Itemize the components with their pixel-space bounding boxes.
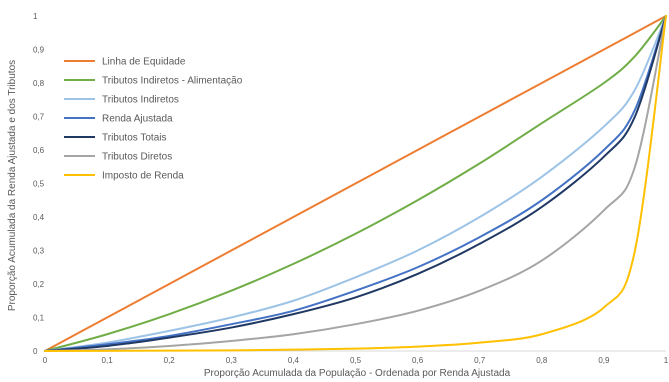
y-tick-label: 0,4 xyxy=(33,213,45,222)
x-tick-labels: 0 0,1 0,2 0,3 0,4 0,5 0,6 0,7 0,8 0,9 1 xyxy=(43,356,669,365)
series-line-tributos-indiretos xyxy=(44,15,667,352)
y-tick-label: 0 xyxy=(33,347,38,356)
series-line-tributos-totais xyxy=(44,15,667,352)
x-tick-label: 0,5 xyxy=(350,356,362,365)
y-tick-label: 1 xyxy=(33,12,38,21)
legend-item: Renda Ajustada xyxy=(64,114,173,125)
y-tick-label: 0,5 xyxy=(33,180,45,189)
y-tick-label: 0,7 xyxy=(33,113,45,122)
legend-item: Tributos Indiretos - Alimentação xyxy=(64,76,243,87)
legend-label: Tributos Indiretos xyxy=(102,95,179,106)
legend-item: Linha de Equidade xyxy=(64,57,186,68)
y-tick-label: 0,6 xyxy=(33,146,45,155)
legend-label: Tributos Totais xyxy=(102,133,166,144)
x-tick-label: 0,8 xyxy=(536,356,548,365)
legend-item: Tributos Diretos xyxy=(64,152,172,163)
x-axis-title: Proporção Acumulada da População - Orden… xyxy=(204,368,511,379)
legend: Linha de Equidade Tributos Indiretos - Al… xyxy=(64,57,243,182)
x-tick-label: 0 xyxy=(43,356,48,365)
legend-label: Imposto de Renda xyxy=(102,171,184,182)
legend-item: Imposto de Renda xyxy=(64,171,184,182)
y-tick-labels: 0 0,1 0,2 0,3 0,4 0,5 0,6 0,7 0,8 0,9 1 xyxy=(33,12,45,356)
x-tick-label: 0,7 xyxy=(474,356,486,365)
y-tick-label: 0,2 xyxy=(33,280,45,289)
legend-label: Linha de Equidade xyxy=(102,57,186,68)
y-tick-label: 0,1 xyxy=(33,314,45,323)
x-tick-label: 0,2 xyxy=(164,356,176,365)
x-tick-label: 0,6 xyxy=(412,356,424,365)
x-tick-label: 0,1 xyxy=(102,356,114,365)
legend-item: Tributos Totais xyxy=(64,133,166,144)
legend-item: Tributos Indiretos xyxy=(64,95,179,106)
y-tick-label: 0,9 xyxy=(33,46,45,55)
y-axis-title: Proporção Acumulada da Renda Ajustada e … xyxy=(7,60,18,311)
series-line-imposto-de-renda xyxy=(44,15,667,352)
y-tick-label: 0,8 xyxy=(33,79,45,88)
x-tick-label: 0,3 xyxy=(226,356,238,365)
y-tick-label: 0,3 xyxy=(33,247,45,256)
series-line-tributos-indiretos-alimentacao xyxy=(44,15,667,352)
legend-label: Tributos Diretos xyxy=(102,152,172,163)
x-tick-label: 0,9 xyxy=(598,356,610,365)
series-line-linha-de-equidade xyxy=(44,15,667,352)
x-tick-label: 0,4 xyxy=(288,356,300,365)
legend-label: Renda Ajustada xyxy=(102,114,173,125)
series-line-renda-ajustada xyxy=(44,15,667,352)
series-line-tributos-diretos xyxy=(44,15,667,352)
legend-label: Tributos Indiretos - Alimentação xyxy=(102,76,243,87)
x-tick-label: 1 xyxy=(664,356,669,365)
series-lines xyxy=(44,15,667,352)
